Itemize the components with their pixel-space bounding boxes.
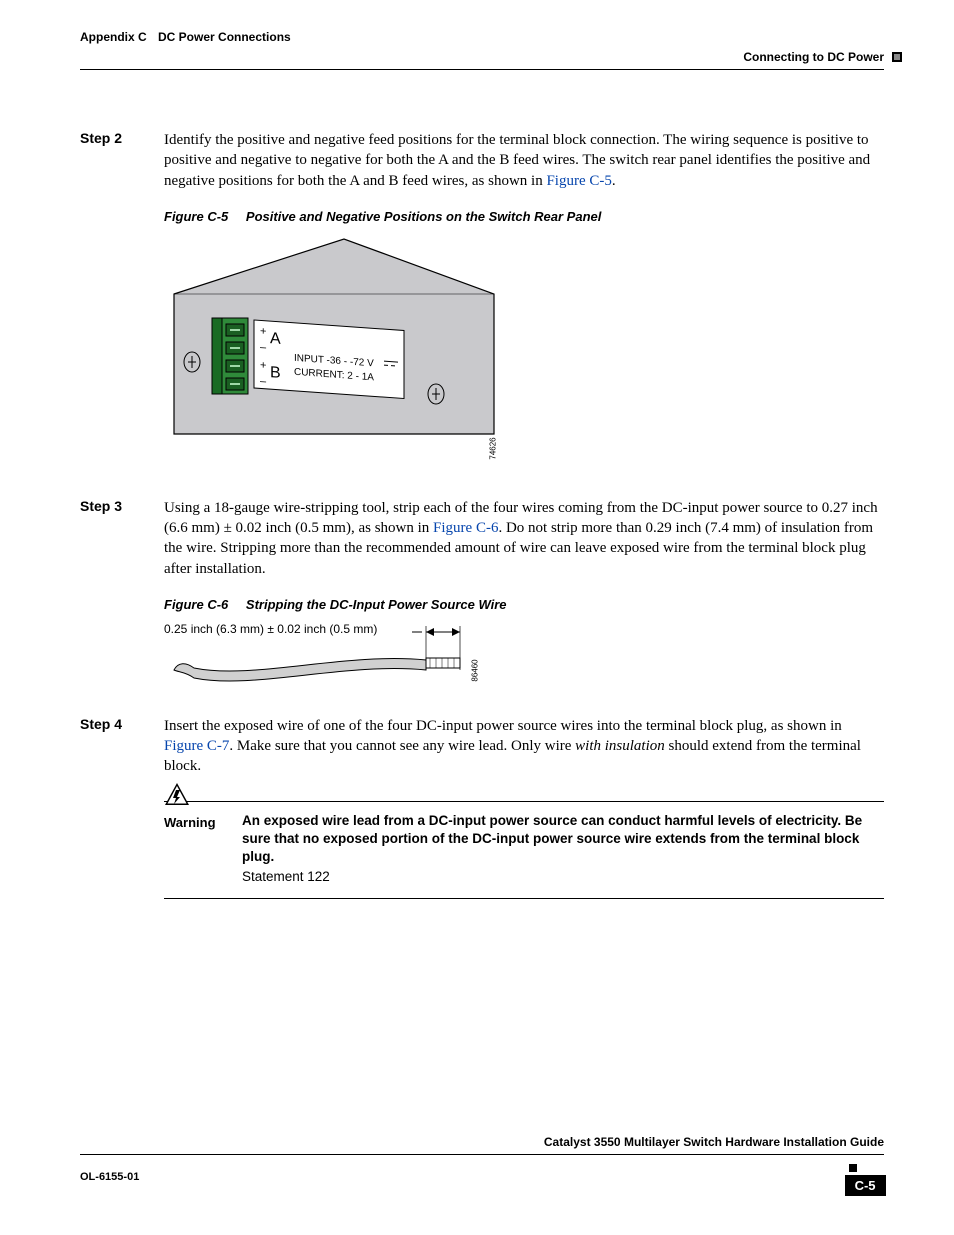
svg-text:–: – bbox=[260, 375, 267, 387]
step-2-label: Step 2 bbox=[80, 130, 140, 191]
warning-text: An exposed wire lead from a DC-input pow… bbox=[242, 813, 862, 864]
appendix-title: DC Power Connections bbox=[158, 30, 291, 44]
page-header: Appendix C DC Power Connections Connecti… bbox=[80, 30, 884, 70]
svg-text:+: + bbox=[260, 325, 266, 337]
figure-c5-link[interactable]: Figure C-5 bbox=[546, 173, 611, 189]
warning-statement: Statement 122 bbox=[242, 868, 884, 886]
step-4-label: Step 4 bbox=[80, 716, 140, 777]
section-title: Connecting to DC Power bbox=[743, 50, 884, 64]
step-4-italic: with insulation bbox=[575, 738, 665, 754]
svg-text:A: A bbox=[270, 330, 281, 348]
footer-doc-number: OL-6155-01 bbox=[80, 1171, 139, 1183]
figure-c5-id: 74626 bbox=[489, 437, 498, 459]
figure-c6-title: Stripping the DC-Input Power Source Wire bbox=[246, 597, 507, 612]
figure-c6-link[interactable]: Figure C-6 bbox=[433, 520, 498, 536]
appendix-label: Appendix C bbox=[80, 30, 147, 44]
step-4-body: Insert the exposed wire of one of the fo… bbox=[164, 716, 884, 777]
figure-c5-title: Positive and Negative Positions on the S… bbox=[246, 209, 601, 224]
figure-c7-link[interactable]: Figure C-7 bbox=[164, 738, 229, 754]
footer-tick-icon bbox=[849, 1164, 857, 1172]
footer-page-number: C-5 bbox=[845, 1175, 886, 1196]
step-2-text-a: Identify the positive and negative feed … bbox=[164, 132, 870, 189]
step-2-text-b: . bbox=[612, 173, 616, 189]
step-3: Step 3 Using a 18-gauge wire-stripping t… bbox=[80, 498, 884, 579]
step-2-body: Identify the positive and negative feed … bbox=[164, 130, 884, 191]
step-4: Step 4 Insert the exposed wire of one of… bbox=[80, 716, 884, 777]
warning-icon bbox=[164, 782, 224, 811]
figure-c5-drawing: + – A + – B INPUT -36 - -72 V CURRENT: 2… bbox=[164, 234, 504, 474]
figure-c6-drawing: 0.25 inch (6.3 mm) ± 0.02 inch (0.5 mm) bbox=[164, 622, 504, 692]
step-4-text-a: Insert the exposed wire of one of the fo… bbox=[164, 718, 842, 734]
header-marker bbox=[892, 52, 902, 62]
svg-text:B: B bbox=[270, 364, 281, 382]
warning-label: Warning bbox=[164, 815, 224, 830]
svg-text:–: – bbox=[260, 341, 267, 353]
step-3-body: Using a 18-gauge wire-stripping tool, st… bbox=[164, 498, 884, 579]
figure-c5-number: Figure C-5 bbox=[164, 209, 228, 224]
figure-c6-number: Figure C-6 bbox=[164, 597, 228, 612]
figure-c6-id: 86460 bbox=[471, 659, 480, 681]
page-footer: Catalyst 3550 Multilayer Switch Hardware… bbox=[80, 1141, 884, 1195]
figure-c6-caption: Figure C-6 Stripping the DC-Input Power … bbox=[164, 597, 884, 612]
svg-text:+: + bbox=[260, 359, 266, 371]
step-3-label: Step 3 bbox=[80, 498, 140, 579]
warning-block: Warning An exposed wire lead from a DC-i… bbox=[164, 801, 884, 900]
figure-c5-caption: Figure C-5 Positive and Negative Positio… bbox=[164, 209, 884, 224]
footer-guide-title: Catalyst 3550 Multilayer Switch Hardware… bbox=[544, 1135, 884, 1149]
step-4-text-b: . Make sure that you cannot see any wire… bbox=[229, 738, 575, 754]
step-2: Step 2 Identify the positive and negativ… bbox=[80, 130, 884, 191]
